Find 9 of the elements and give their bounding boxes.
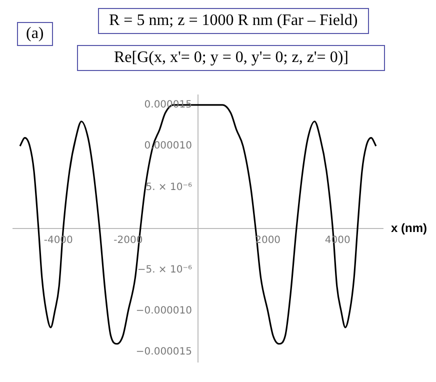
- x-axis-title: x (nm): [391, 220, 428, 235]
- chart-title: R = 5 nm; z = 1000 R nm (Far – Field): [98, 8, 369, 34]
- y-tick-label: 0.000015: [144, 99, 192, 110]
- y-tick-label: −0.000010: [136, 306, 192, 316]
- y-tick-label: −0.000015: [136, 346, 192, 358]
- text: (a): [17, 22, 53, 46]
- y-tick-label: −5. × 10⁻⁶: [137, 264, 192, 276]
- y-tick-label: 5. × 10⁻⁶: [146, 182, 192, 193]
- chart-subtitle: Re[G(x, x'= 0; y = 0, y'= 0; z, z'= 0)]: [77, 45, 386, 71]
